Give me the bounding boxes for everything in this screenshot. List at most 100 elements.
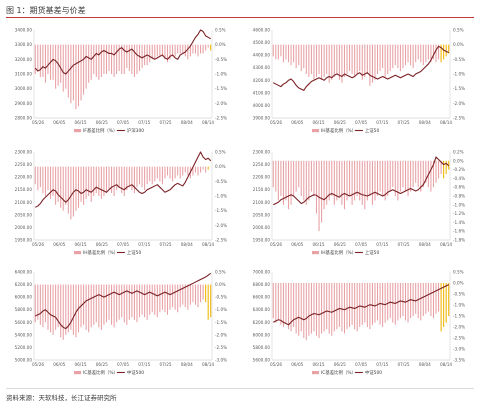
basis-bar [349, 160, 351, 196]
left-tick-label: 2250.00 [253, 162, 271, 167]
basis-bar [55, 166, 57, 205]
basis-bar [382, 283, 384, 327]
basis-bar [57, 44, 59, 86]
basis-bar [328, 160, 330, 201]
basis-bar [336, 44, 338, 74]
basis-bar [287, 160, 290, 210]
price-line [34, 29, 212, 75]
basis-bar [295, 160, 297, 192]
basis-bar [121, 284, 123, 318]
basis-bar [280, 44, 282, 57]
basis-bar [65, 284, 67, 335]
basis-bar [93, 284, 95, 325]
right-tick-label: 0.0% [215, 164, 226, 169]
basis-bar [404, 44, 407, 66]
right-tick-label: -1.5% [215, 86, 227, 91]
basis-bar [341, 283, 343, 332]
basis-bar [315, 283, 318, 336]
basis-bar [44, 166, 46, 196]
bottom-rule [6, 388, 474, 389]
basis-bar [47, 166, 49, 191]
basis-bar [100, 44, 102, 77]
basis-bar [202, 166, 204, 170]
basis-bar [118, 44, 120, 72]
basis-bar [346, 283, 348, 330]
x-tick-label: 08/04 [181, 242, 193, 247]
left-tick-label: 4500.00 [253, 40, 271, 45]
basis-bar [415, 160, 417, 183]
basis-bar [374, 283, 376, 323]
basis-bar [445, 44, 447, 57]
basis-bar [343, 283, 346, 334]
left-tick-label: 4200.00 [253, 78, 271, 83]
x-tick-label: 08/04 [419, 120, 431, 125]
basis-bar [443, 44, 445, 60]
basis-bar [410, 283, 412, 319]
basis-bar [448, 44, 450, 54]
basis-bar [371, 44, 373, 83]
basis-bar [438, 44, 440, 60]
legend-label-basis: IF基差比例（%） [83, 127, 117, 134]
right-tick-label: 0.0% [215, 42, 226, 47]
x-tick-label: 06/25 [96, 120, 108, 125]
basis-bar [49, 284, 52, 333]
right-tick-label: -3.0% [215, 358, 227, 363]
basis-bar [376, 160, 379, 196]
basis-bar [62, 44, 64, 92]
basis-bar [356, 160, 358, 196]
basis-bar [194, 166, 197, 173]
basis-bar [179, 166, 181, 179]
basis-bar [90, 166, 92, 202]
right-tick-label: -1.0% [453, 72, 465, 77]
x-tick-label: 05/26 [270, 242, 282, 247]
basis-bar [182, 166, 184, 176]
x-tick-label: 05/26 [270, 120, 282, 125]
left-tick-label: 4000.00 [253, 103, 271, 108]
basis-bar [172, 44, 174, 57]
basis-bar [333, 44, 335, 77]
basis-bar [149, 166, 151, 182]
basis-bar [156, 166, 158, 179]
basis-bar [49, 166, 52, 199]
basis-bar [359, 160, 361, 201]
right-tick-label: -3.0% [453, 347, 465, 352]
basis-bar [410, 44, 412, 66]
basis-bar [277, 44, 279, 60]
basis-bar [417, 283, 419, 319]
basis-bar [52, 166, 54, 196]
basis-bar [44, 284, 46, 323]
basis-bar [402, 283, 404, 316]
basis-bar [60, 44, 62, 83]
basis-bar [402, 160, 404, 188]
x-tick-label: 07/05 [117, 362, 129, 367]
x-tick-label: 06/15 [74, 242, 86, 247]
right-tick-label: -2.0% [215, 332, 227, 337]
basis-bar [443, 160, 445, 179]
basis-bar [159, 166, 161, 182]
basis-bar [326, 283, 328, 330]
basis-bar [47, 284, 49, 330]
basis-bar [397, 160, 399, 201]
right-tick-label: -2.0% [215, 223, 227, 228]
right-tick-label: -1.5% [215, 320, 227, 325]
basis-bar [407, 44, 409, 63]
basis-bar [298, 160, 300, 188]
basis-bar [366, 160, 368, 201]
basis-bar [313, 283, 315, 332]
x-tick-label: 06/15 [312, 362, 324, 367]
legend-label-price: 上证50 [365, 249, 380, 256]
basis-bar [151, 284, 153, 313]
left-tick-label: 2000.00 [15, 225, 33, 230]
basis-bar [151, 44, 153, 60]
legend-label-price: 中证500 [127, 369, 144, 376]
left-tick-label: 5000.00 [15, 358, 33, 363]
basis-bar [52, 44, 54, 80]
left-tick-label: 2050.00 [253, 212, 271, 217]
basis-bar [445, 283, 447, 323]
basis-bar [430, 283, 432, 316]
right-tick-label: 0.0% [215, 282, 226, 287]
basis-bar [75, 44, 77, 110]
x-tick-label: 06/25 [96, 242, 108, 247]
basis-bar [280, 283, 282, 325]
basis-bar [200, 44, 202, 54]
